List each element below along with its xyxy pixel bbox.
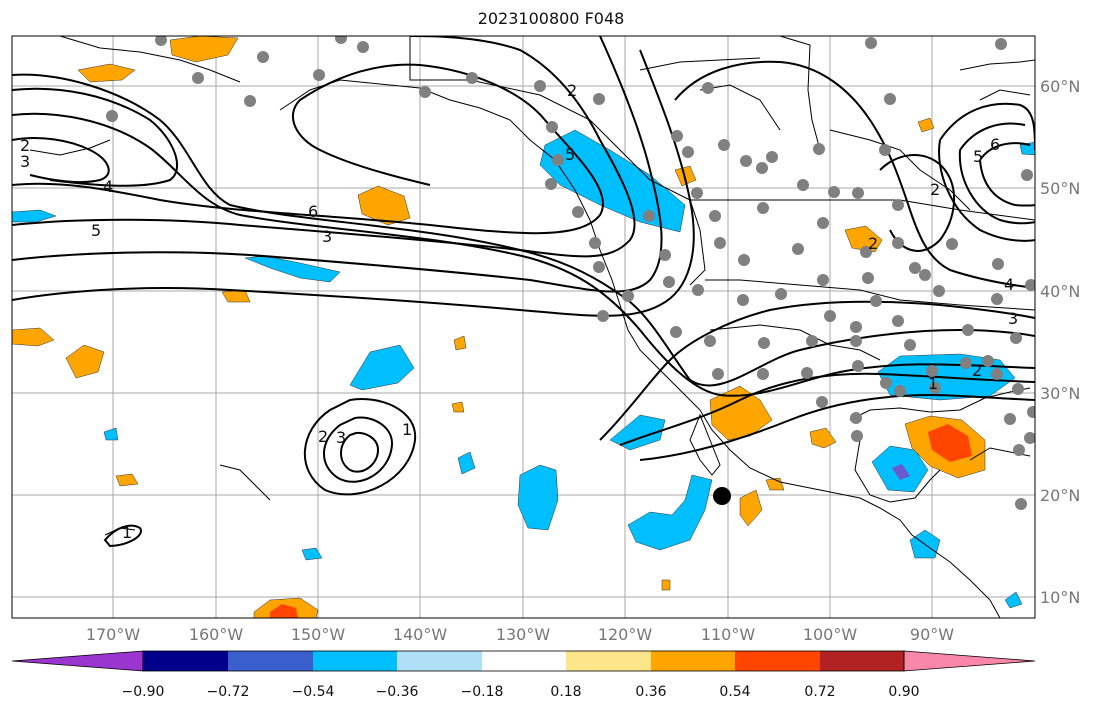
lon-tick: 170°W [86, 625, 141, 644]
colorbar-label: 0.90 [888, 684, 919, 700]
contour-label: 2 [20, 136, 30, 155]
lon-tick: 150°W [291, 625, 346, 644]
colorbar-label: 0.72 [804, 684, 835, 700]
strong-negative-shading [892, 464, 910, 480]
contour-label: 6 [990, 135, 1000, 154]
lat-tick: 10°N [1040, 588, 1080, 607]
colorbar-label: 0.18 [550, 684, 581, 700]
lon-tick: 120°W [598, 625, 653, 644]
lat-tick: 20°N [1040, 486, 1080, 505]
colorbar-segment [228, 651, 313, 671]
lat-tick: 30°N [1040, 384, 1080, 403]
contour-label: 3 [336, 428, 346, 447]
contour-label: 1 [122, 523, 132, 542]
map-frame [11, 35, 1036, 619]
station-markers [106, 36, 1035, 510]
contour-label: 2 [868, 234, 878, 253]
lon-tick: 160°W [189, 625, 244, 644]
lat-tick: 40°N [1040, 282, 1080, 301]
lon-tick: 110°W [701, 625, 756, 644]
colorbar-extend-high [903, 650, 1036, 672]
contour-label: 1 [402, 420, 412, 439]
contour-label: 4 [1004, 275, 1014, 294]
colorbar-segment [566, 651, 651, 671]
colorbar: −0.90 −0.72 −0.54 −0.36 −0.18 0.18 0.36 … [11, 650, 1036, 700]
colorbar-segment [397, 651, 482, 671]
storm-center-marker [713, 487, 731, 505]
contour-label: 2 [930, 180, 940, 199]
colorbar-segment [482, 651, 566, 671]
colorbar-label: −0.36 [376, 684, 419, 700]
contour-label: 6 [308, 202, 318, 221]
colorbar-outline [142, 650, 905, 672]
contour-label: 2 [972, 361, 982, 380]
contour-label: 3 [20, 152, 30, 171]
map-title: 2023100800 F048 [477, 9, 625, 28]
colorbar-segment [820, 651, 904, 671]
colorbar-segment [143, 651, 228, 671]
contour-label: 5 [973, 147, 983, 166]
contour-label: 3 [322, 227, 332, 246]
lat-tick: 50°N [1040, 179, 1080, 198]
contour-label: 5 [91, 221, 101, 240]
colorbar-segment [313, 651, 397, 671]
lat-tick: 60°N [1040, 77, 1080, 96]
lon-tick: 140°W [393, 625, 448, 644]
latitude-ticks: 60°N 50°N 40°N 30°N 20°N 10°N [1040, 77, 1080, 607]
contour-label: 5 [565, 145, 575, 164]
strong-positive-shading [270, 424, 972, 618]
contour-label: 4 [103, 177, 113, 196]
lon-tick: 130°W [496, 625, 551, 644]
contour-label: 1 [928, 374, 938, 393]
colorbar-segment [651, 651, 735, 671]
contour-labels: 2 3 4 5 6 3 1 2 3 1 5 2 6 5 2 4 3 2 1 2 [20, 81, 1018, 542]
colorbar-label: −0.72 [207, 684, 250, 700]
colorbar-label: 0.54 [719, 684, 750, 700]
colorbar-segment [735, 651, 820, 671]
colorbar-label: −0.18 [461, 684, 504, 700]
colorbar-label: −0.54 [292, 684, 335, 700]
contour-label: 3 [1008, 309, 1018, 328]
colorbar-label: −0.90 [122, 684, 165, 700]
colorbar-label: 0.36 [635, 684, 666, 700]
lon-tick: 90°W [910, 625, 954, 644]
longitude-ticks: 170°W 160°W 150°W 140°W 130°W 120°W 110°… [86, 625, 954, 644]
contour-label: 2 [567, 81, 577, 100]
lon-tick: 100°W [803, 625, 858, 644]
colorbar-extend-low [11, 650, 144, 672]
contour-label: 2 [318, 427, 328, 446]
